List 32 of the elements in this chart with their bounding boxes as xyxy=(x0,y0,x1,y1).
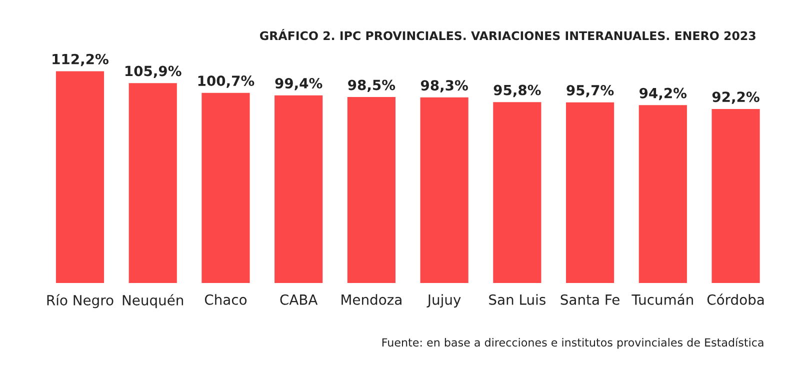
bar xyxy=(347,97,396,284)
bar xyxy=(638,105,687,284)
x-tick-label: Jujuy xyxy=(426,294,461,308)
x-tick-label: Tucumán xyxy=(632,294,693,305)
x-tick-label: CABA xyxy=(280,294,318,305)
data-label: 98,3% xyxy=(420,80,468,92)
data-label: 99,4% xyxy=(275,78,322,90)
x-tick-label: Chaco xyxy=(204,294,247,305)
bar xyxy=(566,102,614,284)
bar xyxy=(56,71,104,284)
data-label: 95,7% xyxy=(566,84,614,98)
bar xyxy=(493,102,542,284)
x-tick-label: Neuquén xyxy=(122,294,184,308)
x-tick-label: Mendoza xyxy=(342,294,402,305)
x-tick-label: Córdoba xyxy=(707,294,764,305)
bar xyxy=(420,97,468,284)
data-label: 112,2% xyxy=(52,54,108,66)
data-label: 95,8% xyxy=(494,84,541,98)
bar xyxy=(128,83,177,284)
data-label: 100,7% xyxy=(198,76,254,88)
data-label: 92,2% xyxy=(712,92,760,104)
bar xyxy=(274,95,323,284)
chart-title: GRÁFICO 2. IPC PROVINCIALES. VARIACIONES INTERANUALES. ENERO 2023 xyxy=(260,29,756,40)
bar xyxy=(202,92,250,284)
x-tick-label: San Luis xyxy=(489,294,546,305)
x-tick-label: Río Negro xyxy=(47,294,114,308)
data-label: 105,9% xyxy=(126,66,182,78)
x-tick-label: Santa Fe xyxy=(560,294,620,305)
data-label: 94,2% xyxy=(640,88,687,100)
data-label: 98,5% xyxy=(348,80,396,92)
bar xyxy=(712,108,760,284)
source-note: Fuente: en base a direcciones e institutos provinciales de Estadística xyxy=(382,338,764,349)
